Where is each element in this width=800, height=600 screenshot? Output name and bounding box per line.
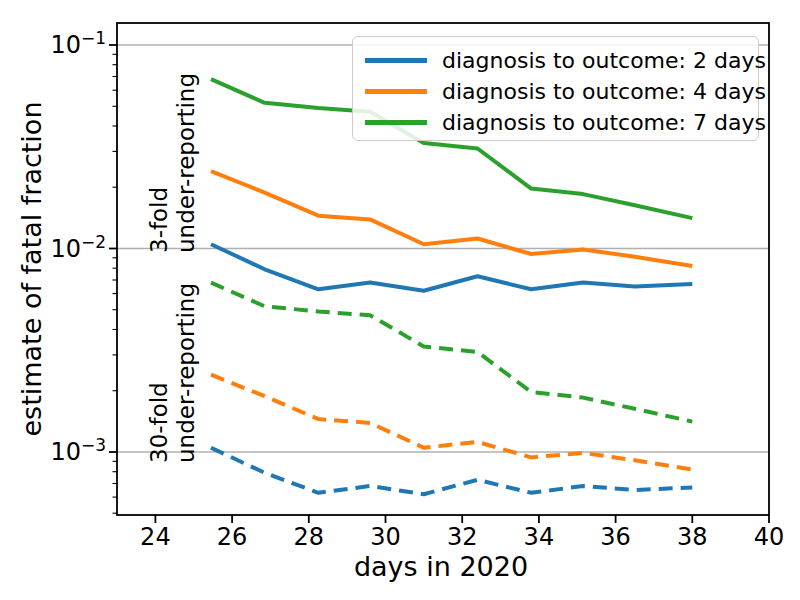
x-axis-label: days in 2020 — [354, 551, 528, 582]
series-line-4 — [211, 375, 692, 470]
x-tick-label: 40 — [754, 523, 785, 551]
legend-line-sample — [365, 58, 427, 63]
x-tick-label: 26 — [217, 523, 248, 551]
x-tick-label: 38 — [677, 523, 708, 551]
x-tick-label: 34 — [524, 523, 555, 551]
annotation-line: under-reporting — [173, 73, 200, 253]
legend-item: diagnosis to outcome: 2 days — [365, 45, 758, 76]
x-tick-label: 28 — [294, 523, 325, 551]
x-tick-label: 32 — [447, 523, 478, 551]
y-tick-label: 10−3 — [50, 435, 106, 466]
annotation-line: 3-fold — [146, 73, 173, 253]
annotation-line: under-reporting — [173, 283, 200, 463]
x-tick-label: 30 — [370, 523, 401, 551]
legend-line-sample — [365, 89, 427, 94]
legend-item: diagnosis to outcome: 4 days — [365, 76, 758, 107]
y-axis-label: estimate of fatal fraction — [16, 102, 47, 437]
legend: diagnosis to outcome: 2 days diagnosis t… — [352, 36, 759, 141]
series-line-3 — [211, 448, 692, 495]
series-line-0 — [211, 244, 692, 291]
legend-label: diagnosis to outcome: 2 days — [442, 48, 766, 73]
figure: estimate of fatal fraction days in 2020 … — [0, 0, 800, 600]
legend-label: diagnosis to outcome: 7 days — [442, 110, 766, 135]
legend-item: diagnosis to outcome: 7 days — [365, 107, 758, 138]
annotation-30fold-under-reporting: 30-fold under-reporting — [146, 283, 200, 463]
y-tick-label: 10−2 — [50, 232, 106, 263]
x-tick-label: 36 — [600, 523, 631, 551]
legend-line-sample — [365, 120, 427, 125]
series-line-5 — [211, 283, 692, 422]
annotation-line: 30-fold — [146, 283, 173, 463]
x-tick-label: 24 — [140, 523, 171, 551]
y-tick-label: 10−1 — [50, 28, 106, 59]
legend-label: diagnosis to outcome: 4 days — [442, 79, 766, 104]
annotation-3fold-under-reporting: 3-fold under-reporting — [146, 73, 200, 253]
series-line-1 — [211, 171, 692, 266]
